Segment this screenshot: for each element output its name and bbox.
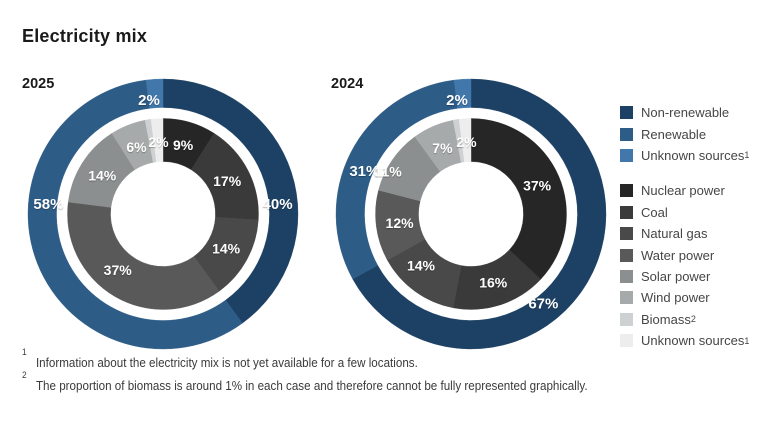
legend-swatch-nuclear-power: [620, 184, 633, 198]
chart-year-label-2025: 2025: [22, 76, 55, 92]
legend-label: Wind power: [641, 290, 710, 306]
legend-item-non-renewable: Non-renewable: [620, 102, 778, 123]
slice-label-outer-renewable: 31%: [349, 163, 379, 180]
legend-swatch-non-renewable: [620, 106, 633, 120]
legend-label: Biomass: [641, 311, 691, 327]
legend-swatch-wind-power: [620, 291, 633, 305]
slice-label-inner-coal: 16%: [479, 274, 508, 290]
legend-swatch-biomass: [620, 312, 633, 326]
legend-item-wind-power: Wind power: [620, 287, 778, 308]
slice-label-inner-solar-power: 11%: [375, 164, 403, 180]
legend-swatch-unknown-sources: [620, 148, 633, 162]
slice-label-inner-solar-power: 14%: [88, 167, 117, 183]
legend-swatch-natural-gas: [620, 227, 633, 241]
legend-item-natural-gas: Natural gas: [620, 223, 778, 244]
slice-label-inner-natural-gas: 14%: [212, 241, 241, 257]
slice-label-inner-nuclear-power: 9%: [173, 137, 194, 153]
legend-item-coal: Coal: [620, 202, 778, 223]
slice-outer-renewable: [27, 79, 243, 350]
legend-item-solar-power: Solar power: [620, 266, 778, 287]
slice-label-outer-renewable: 58%: [33, 196, 63, 213]
footnote-1: 1Information about the electricity mix i…: [22, 347, 418, 371]
footnote-2: 2The proportion of biomass is around 1% …: [22, 369, 588, 393]
legend-item-unknown-sources: Unknown sources 1: [620, 330, 778, 351]
footnote-text-1: Information about the electricity mix is…: [35, 356, 418, 370]
legend-swatch-coal: [620, 205, 633, 219]
slice-outer-unknown-sources: [145, 78, 164, 109]
legend-item-renewable: Renewable: [620, 123, 778, 144]
slice-label-inner-unknown-sources: 2%: [148, 134, 169, 150]
slice-label-inner-coal: 17%: [213, 173, 242, 189]
slice-label-outer-non-renewable: 67%: [528, 296, 558, 313]
slice-label-outer-unknown-sources: 2%: [138, 92, 160, 109]
slice-label-inner-unknown-sources: 2%: [456, 134, 477, 150]
legend-label: Unknown sources: [641, 333, 745, 349]
legend-label: Solar power: [641, 268, 711, 284]
legend-label: Unknown sources: [641, 147, 745, 163]
slice-inner-nuclear-power: [470, 118, 567, 280]
legend-item-water-power: Water power: [620, 244, 778, 265]
legend-label: Renewable: [641, 126, 707, 142]
slice-label-inner-wind-power: 7%: [432, 140, 453, 156]
legend-label: Coal: [641, 204, 668, 220]
slice-label-inner-water-power: 12%: [386, 215, 415, 231]
legend-item-biomass: Biomass 2: [620, 309, 778, 330]
page-title: Electricity mix: [22, 26, 148, 46]
slice-label-outer-non-renewable: 40%: [263, 196, 293, 213]
slice-label-inner-wind-power: 6%: [126, 139, 147, 155]
slice-label-inner-water-power: 37%: [104, 262, 133, 278]
donut-chart-2024: 67% 31% 2% 37% 16% 14% 12% 11% 7% 2%: [331, 74, 611, 354]
legend-item-nuclear-power: Nuclear power: [620, 180, 778, 201]
slice-label-outer-unknown-sources: 2%: [446, 92, 468, 109]
footnotes: 1Information about the electricity mix i…: [22, 347, 630, 397]
legend-swatch-renewable: [620, 127, 633, 141]
slice-outer-non-renewable: [162, 78, 299, 324]
donut-chart-2025: 40% 58% 2% 9% 17% 14% 37% 14% 6% 2%: [23, 74, 303, 354]
chart-year-label-2024: 2024: [331, 76, 364, 92]
legend-swatch-water-power: [620, 248, 633, 262]
legend-label: Natural gas: [641, 226, 708, 242]
slice-inner-unknown-sources: [458, 118, 472, 163]
legend-group-gap: [620, 166, 778, 180]
slice-label-inner-nuclear-power: 37%: [523, 177, 552, 193]
legend-label: Nuclear power: [641, 183, 725, 199]
legend-item-unknown-sources: Unknown sources 1: [620, 145, 778, 166]
slice-label-inner-natural-gas: 14%: [407, 258, 436, 274]
legend-label: Non-renewable: [641, 105, 730, 121]
legend: Non-renewable Renewable Unknown sources 1 Nu…: [620, 102, 778, 351]
footnote-text-2: The proportion of biomass is around 1% i…: [35, 378, 588, 393]
slice-outer-non-renewable: [352, 78, 607, 350]
slice-inner-unknown-sources: [150, 118, 164, 163]
slice-inner-water-power: [67, 201, 220, 310]
legend-label: Water power: [641, 247, 715, 263]
slice-outer-unknown-sources: [453, 78, 472, 109]
legend-swatch-solar-power: [620, 269, 633, 283]
legend-swatch-unknown-sources: [620, 334, 633, 348]
